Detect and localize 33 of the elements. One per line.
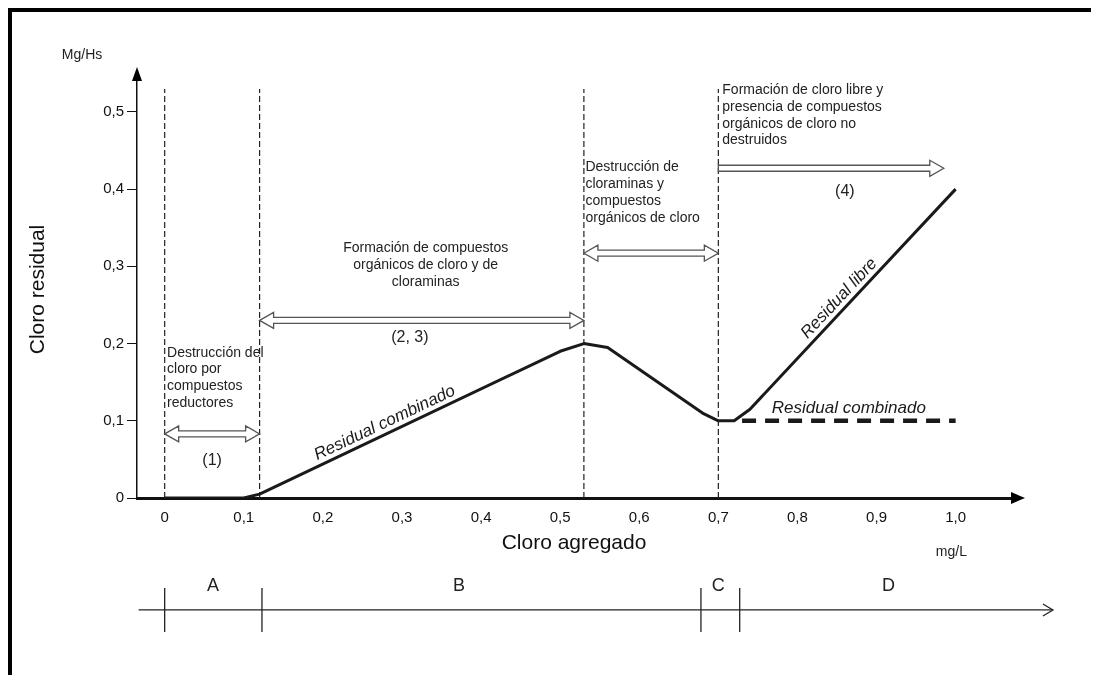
- annotation: Destrucción de cloraminas y compuestos orgánicos de cloro: [585, 158, 701, 226]
- x-tick-label: 0: [160, 508, 169, 526]
- y-tick-label: 0,1: [103, 410, 124, 428]
- x-tick-label: 0,2: [312, 508, 334, 526]
- annotation: (2, 3): [391, 326, 429, 346]
- text: mg/L: [935, 542, 967, 560]
- text: Mg/Hs: [61, 46, 103, 64]
- text: C: [711, 575, 725, 597]
- annotation: Formación de cloro libre y presencia de compuestos orgánicos de cloro no destruidos: [722, 81, 885, 149]
- y-tick-label: 0,3: [103, 256, 124, 274]
- annotation: Destrucción del cloro por compuestos reductores: [167, 343, 265, 411]
- x-tick-label: 0,7: [707, 508, 729, 526]
- y-tick-label: 0,5: [103, 102, 124, 120]
- series-label: Residual combinado: [771, 398, 926, 418]
- x-tick-label: 0,4: [470, 508, 492, 526]
- x-axis-title: Cloro agregado: [501, 530, 647, 554]
- text: B: [452, 575, 465, 597]
- text: A: [206, 575, 219, 597]
- annotation: (4): [835, 181, 855, 201]
- y-axis-title: Cloro residual: [25, 224, 49, 355]
- y-tick-label: 0,4: [103, 179, 124, 197]
- x-tick-label: 0,5: [549, 508, 571, 526]
- x-tick-label: 0,3: [391, 508, 413, 526]
- x-tick-label: 0,8: [787, 508, 808, 526]
- x-tick-label: 0,9: [866, 508, 887, 526]
- annotation: Formación de compuestos orgánicos de cloro y de cloraminas: [342, 239, 510, 290]
- x-tick-label: 0,1: [233, 508, 255, 526]
- annotation: (1): [202, 450, 222, 470]
- y-tick-label: 0,2: [103, 333, 124, 351]
- text: D: [881, 575, 895, 597]
- x-tick-label: 0,6: [628, 508, 650, 526]
- x-tick-label: 1,0: [945, 508, 967, 526]
- y-tick-label: 0: [115, 488, 124, 506]
